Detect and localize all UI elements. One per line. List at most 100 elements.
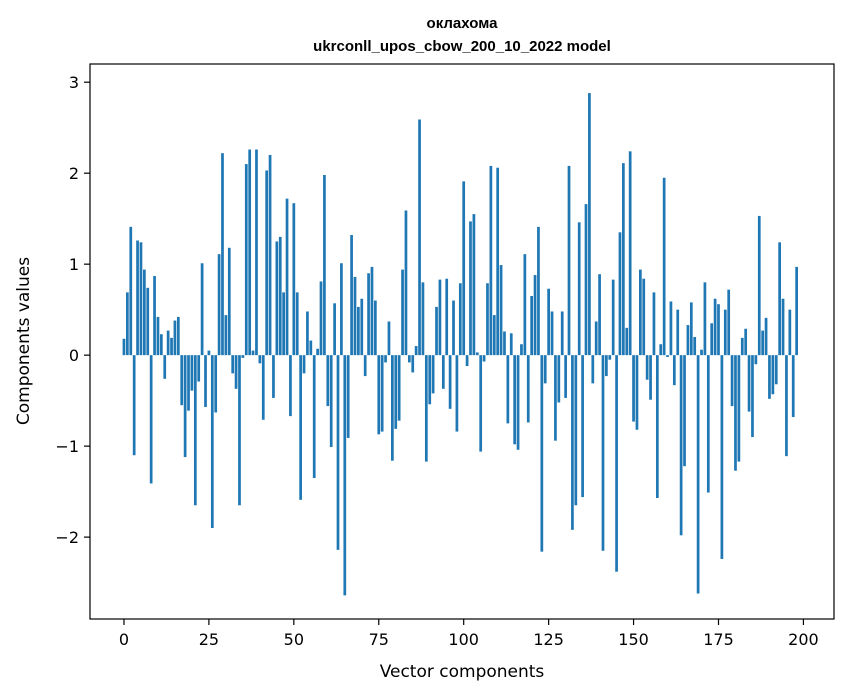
bar-1 bbox=[126, 292, 129, 356]
bar-114 bbox=[509, 333, 513, 356]
bar-186 bbox=[754, 355, 758, 365]
bar-86 bbox=[414, 346, 418, 356]
bar-139 bbox=[594, 321, 598, 356]
bar-180 bbox=[734, 355, 737, 471]
bar-41 bbox=[261, 355, 265, 420]
bar-144 bbox=[611, 279, 615, 356]
bar-195 bbox=[785, 355, 788, 457]
bar-15 bbox=[173, 320, 177, 356]
bar-28 bbox=[217, 254, 221, 356]
bar-113 bbox=[506, 355, 510, 424]
bar-36 bbox=[244, 164, 248, 356]
bar-42 bbox=[265, 170, 269, 356]
bar-170 bbox=[700, 349, 703, 356]
bar-190 bbox=[768, 355, 771, 399]
bar-40 bbox=[258, 355, 262, 364]
bar-76 bbox=[380, 355, 384, 432]
bar-48 bbox=[285, 198, 289, 356]
x-axis-ticks: 0 25 50 75 100 125 150 175 200 bbox=[119, 619, 819, 649]
bar-9 bbox=[153, 275, 156, 356]
bars-group bbox=[122, 93, 798, 596]
bar-129 bbox=[560, 311, 564, 356]
bar-92 bbox=[435, 306, 438, 356]
bar-183 bbox=[744, 328, 748, 356]
bar-60 bbox=[326, 355, 330, 407]
bar-130 bbox=[564, 355, 567, 398]
bar-75 bbox=[377, 355, 381, 435]
bar-173 bbox=[710, 323, 714, 356]
bar-198 bbox=[795, 266, 798, 356]
bar-68 bbox=[353, 276, 357, 356]
bar-51 bbox=[295, 292, 299, 356]
bar-109 bbox=[492, 315, 496, 356]
bar-158 bbox=[659, 344, 663, 356]
bar-154 bbox=[645, 355, 649, 380]
bar-22 bbox=[197, 355, 201, 382]
bar-71 bbox=[363, 355, 367, 377]
bar-141 bbox=[601, 355, 605, 551]
bar-10 bbox=[156, 316, 160, 356]
bar-159 bbox=[662, 177, 666, 356]
y-tick-label: 1 bbox=[69, 255, 79, 274]
bar-163 bbox=[676, 309, 680, 356]
bar-67 bbox=[350, 235, 353, 356]
bar-54 bbox=[306, 311, 309, 356]
bar-5 bbox=[139, 242, 143, 356]
bar-81 bbox=[397, 355, 401, 421]
bar-23 bbox=[200, 263, 204, 356]
bar-52 bbox=[299, 355, 302, 500]
bar-27 bbox=[214, 355, 218, 413]
bar-20 bbox=[190, 355, 194, 391]
bar-70 bbox=[360, 298, 364, 356]
bar-175 bbox=[717, 304, 720, 356]
bar-162 bbox=[672, 355, 676, 386]
bar-148 bbox=[625, 327, 629, 356]
x-tick-label: 75 bbox=[369, 630, 389, 649]
bar-59 bbox=[323, 175, 326, 356]
x-tick-label: 50 bbox=[284, 630, 304, 649]
bar-47 bbox=[282, 292, 285, 356]
bar-136 bbox=[584, 204, 588, 356]
bar-117 bbox=[520, 344, 523, 356]
bar-14 bbox=[170, 337, 173, 356]
bar-7 bbox=[146, 287, 150, 356]
bar-196 bbox=[788, 309, 792, 356]
bar-143 bbox=[608, 355, 612, 360]
bar-58 bbox=[319, 281, 323, 356]
bar-184 bbox=[747, 355, 751, 412]
bar-21 bbox=[193, 355, 197, 506]
bar-79 bbox=[391, 355, 394, 461]
bar-77 bbox=[384, 355, 387, 363]
bar-161 bbox=[669, 301, 673, 356]
bar-127 bbox=[554, 355, 557, 441]
bar-101 bbox=[465, 355, 469, 367]
bar-132 bbox=[571, 355, 574, 530]
bar-29 bbox=[221, 153, 224, 356]
y-axis-ticks: −2 −1 0 1 2 3 bbox=[55, 73, 90, 547]
bar-57 bbox=[316, 348, 319, 356]
bar-187 bbox=[757, 215, 761, 356]
bar-150 bbox=[632, 355, 635, 422]
bar-133 bbox=[574, 355, 578, 506]
bar-135 bbox=[581, 355, 584, 498]
bar-19 bbox=[187, 355, 190, 411]
bar-192 bbox=[774, 355, 778, 385]
bar-104 bbox=[475, 352, 479, 356]
bar-6 bbox=[143, 269, 146, 356]
bar-26 bbox=[210, 355, 214, 529]
bar-165 bbox=[683, 355, 686, 467]
bar-46 bbox=[278, 236, 282, 356]
bar-56 bbox=[312, 355, 316, 478]
bar-32 bbox=[231, 355, 235, 374]
bar-126 bbox=[550, 311, 554, 356]
bar-98 bbox=[455, 355, 459, 432]
x-tick-label: 175 bbox=[703, 630, 734, 649]
bar-146 bbox=[618, 232, 622, 356]
bar-194 bbox=[781, 298, 785, 356]
bar-153 bbox=[642, 278, 646, 356]
bar-83 bbox=[404, 210, 408, 356]
bar-13 bbox=[166, 330, 170, 356]
bar-89 bbox=[424, 355, 428, 462]
bar-108 bbox=[489, 165, 493, 356]
